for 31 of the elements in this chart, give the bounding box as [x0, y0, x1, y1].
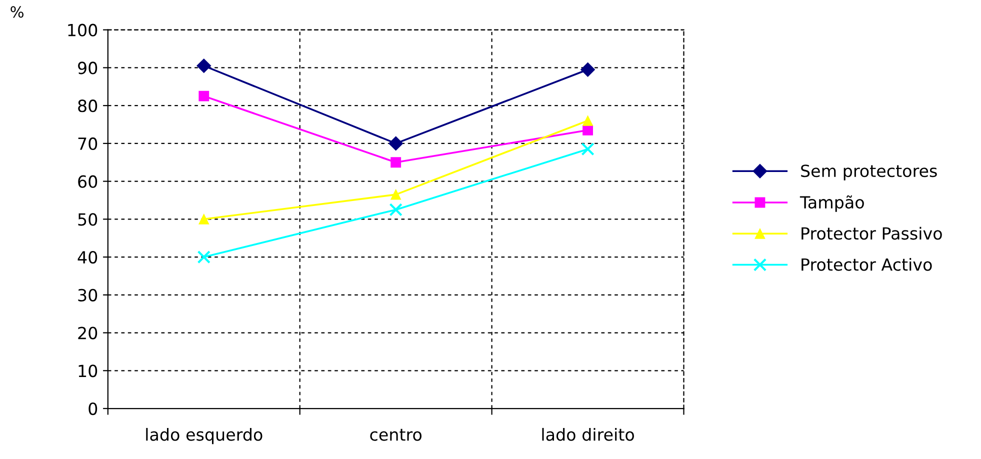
point — [580, 62, 596, 77]
y-tick-label: 70 — [78, 137, 98, 150]
x-tick-label: lado direito — [542, 428, 634, 441]
point — [390, 189, 402, 200]
y-tick-label: 10 — [78, 364, 98, 378]
y-tick-label: 100 — [68, 24, 98, 36]
point — [388, 136, 404, 151]
y-tick-label: 0 — [88, 402, 98, 416]
legend-label: Protector Activo — [802, 258, 932, 271]
x-tick-label: lado esquerdo — [146, 428, 262, 444]
y-tick-label: 80 — [78, 100, 98, 112]
legend-label: Tampão — [800, 195, 864, 212]
y-tick-label: 20 — [78, 326, 98, 340]
y-tick-label: 90 — [78, 62, 98, 74]
point — [389, 203, 402, 216]
point — [582, 124, 593, 136]
y-axis-title: % — [10, 6, 24, 18]
point — [198, 214, 210, 224]
point — [197, 250, 210, 264]
point — [198, 90, 210, 102]
y-tick-label: 60 — [78, 175, 98, 188]
x-tick-label: centro — [370, 428, 422, 441]
point — [581, 142, 594, 156]
y-tick-label: 30 — [78, 288, 98, 302]
y-tick-label: 50 — [78, 213, 98, 226]
point — [196, 58, 212, 74]
legend-label: Sem protectores — [801, 164, 937, 180]
y-tick-label: 40 — [78, 251, 98, 264]
legend-label: Protector Passivo — [802, 226, 942, 240]
point — [582, 116, 593, 126]
point — [390, 157, 402, 168]
